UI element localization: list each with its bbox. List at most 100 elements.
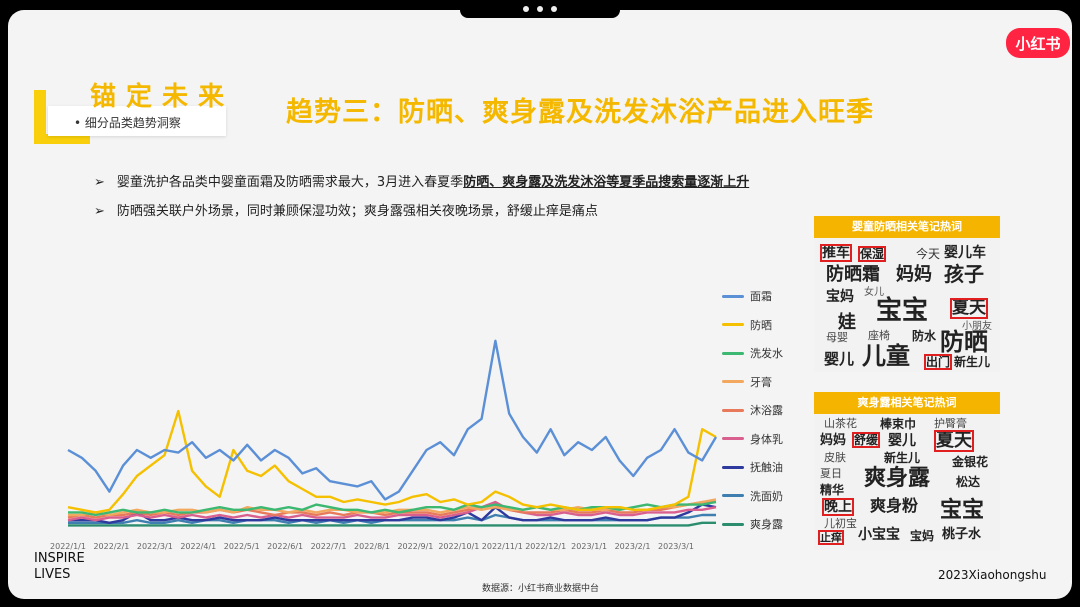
xiaohongshu-logo: 小红书 (1006, 28, 1070, 58)
cloud-word: 孩子 (944, 262, 984, 286)
series-line-爽身露 (68, 521, 716, 527)
cloud-word: 保湿 (857, 246, 887, 262)
cloud-word: 护臀膏 (934, 417, 967, 430)
yellow-corner-bracket (34, 90, 90, 144)
legend-swatch (722, 437, 744, 441)
cloud-word: 金银花 (952, 455, 989, 469)
cloud-word: 儿初宝 (824, 517, 857, 530)
legend-item: 抚触油 (722, 453, 783, 482)
legend-label: 沐浴露 (750, 404, 783, 418)
handle-dot (551, 6, 557, 12)
cloud-word: 婴儿 (888, 433, 916, 449)
cloud-word: 桃子水 (942, 527, 982, 542)
x-tick-label: 2022/10/1 (438, 542, 479, 550)
cloud-word: 皮肤 (824, 451, 846, 464)
legend-label: 洗面奶 (750, 489, 783, 503)
cloud-word: 防晒霜 (826, 264, 880, 285)
cloud-word: 妈妈 (820, 433, 847, 448)
x-tick-label: 2022/3/1 (137, 542, 173, 550)
word-cloud-title: 爽身露相关笔记热词 (814, 392, 1000, 414)
x-tick-label: 2022/8/1 (354, 542, 390, 550)
arrow-icon: ➢ (94, 204, 105, 219)
legend-swatch (722, 522, 744, 526)
x-tick-label: 2022/1/1 (50, 542, 86, 550)
cloud-word: 出门 (923, 354, 953, 370)
cloud-word: 宝妈 (910, 529, 935, 543)
x-tick-label: 2022/7/1 (311, 542, 347, 550)
cloud-word: 山茶花 (824, 417, 857, 430)
cloud-word: 防晒 (940, 328, 988, 356)
x-tick-label: 2023/1/1 (571, 542, 607, 550)
series-line-面霜 (67, 339, 718, 501)
series-line-身体乳 (67, 500, 717, 522)
legend-label: 洗发水 (750, 347, 783, 361)
cloud-word: 女儿 (864, 287, 884, 298)
cloud-word: 爽身粉 (870, 496, 919, 515)
legend-swatch (722, 494, 744, 498)
bullet-text: 防晒强关联户外场景，同时兼顾保湿功效；爽身露强相关夜晚场景，舒缓止痒是痛点 (116, 204, 598, 219)
x-tick-label: 2023/2/1 (615, 542, 651, 550)
cloud-word: 母婴 (826, 331, 848, 344)
cloud-word: 婴儿车 (944, 245, 986, 261)
cloud-word: 夏天 (950, 298, 988, 319)
x-tick-label: 2022/11/1 (482, 542, 523, 550)
cloud-word: 松达 (956, 475, 981, 489)
legend-swatch (722, 408, 744, 412)
cloud-word: 今天 (916, 247, 941, 261)
legend-label: 牙膏 (750, 375, 772, 389)
tagline-line: LIVES (34, 567, 71, 582)
cloud-word: 宝妈 (826, 289, 854, 305)
legend-item: 洗面奶 (722, 482, 783, 511)
legend-item: 洗发水 (722, 339, 783, 368)
word-cloud-sunscreen: 婴童防晒相关笔记热词 推车 保湿 今天 婴儿车 防晒霜 妈妈 孩子 宝妈 女儿 … (814, 216, 1000, 372)
window-handle[interactable] (460, 0, 620, 18)
cloud-word: 宝宝 (940, 498, 985, 523)
legend-item: 防晒 (722, 311, 783, 340)
cloud-word: 防水 (912, 329, 937, 343)
legend-swatch (722, 351, 744, 355)
cloud-word: 座椅 (868, 329, 890, 342)
x-tick-label: 2022/2/1 (93, 542, 129, 550)
legend-item: 面霜 (722, 282, 783, 311)
cloud-word: 小宝宝 (858, 527, 900, 543)
arrow-icon: ➢ (94, 175, 105, 190)
section-subtitle-box (48, 106, 226, 136)
legend-swatch (722, 465, 744, 469)
chart-legend: 面霜防晒洗发水牙膏沐浴露身体乳 抚触油洗面奶爽身露 (722, 282, 783, 539)
x-tick-label: 2023/3/1 (658, 542, 694, 550)
cloud-word: 婴儿 (824, 350, 855, 368)
legend-item: 身体乳 (722, 425, 783, 454)
x-tick-label: 2022/4/1 (180, 542, 216, 550)
legend-swatch (722, 294, 744, 298)
legend-swatch (722, 323, 744, 327)
legend-item: 爽身露 (722, 510, 783, 539)
cloud-word: 妈妈 (896, 264, 932, 285)
cloud-word: 爽身露 (864, 466, 931, 491)
legend-swatch (722, 380, 744, 384)
cloud-word: 夏日 (820, 467, 842, 480)
cloud-word: 儿童 (862, 342, 910, 370)
section-subtitle: • 细分品类趋势洞察 (74, 116, 181, 130)
x-tick-label: 2022/9/1 (397, 542, 433, 550)
legend-item: 牙膏 (722, 368, 783, 397)
cloud-word: 新生儿 (954, 355, 991, 369)
legend-label: 防晒 (750, 318, 772, 332)
cloud-word: 小朋友 (962, 321, 992, 332)
x-tick-label: 2022/12/1 (525, 542, 566, 550)
bullet-point: ➢ 防晒强关联户外场景，同时兼顾保湿功效；爽身露强相关夜晚场景，舒缓止痒是痛点 (94, 200, 598, 219)
bullet-text: 婴童洗护各品类中婴童面霜及防晒需求最大，3月进入春夏季 (116, 175, 464, 190)
cloud-word: 舒缓 (851, 432, 881, 448)
handle-dot (537, 6, 543, 12)
cloud-word: 宝宝 (876, 296, 929, 326)
word-cloud-body-lotion: 爽身露相关笔记热词 山茶花 棒束巾 护臀膏 妈妈 舒缓 婴儿 夏天 皮肤 新生儿… (814, 392, 1000, 550)
tagline: INSPIRE LIVES (34, 551, 85, 583)
cloud-word: 晚上 (822, 498, 854, 516)
word-cloud-title: 婴童防晒相关笔记热词 (814, 216, 1000, 238)
cloud-word: 新生儿 (884, 451, 921, 465)
data-source: 数据源：小红书商业数据中台 (482, 584, 600, 594)
cloud-word: 推车 (820, 244, 852, 262)
bullet-point: ➢ 婴童洗护各品类中婴童面霜及防晒需求最大，3月进入春夏季防晒、爽身露及洗发沐浴等… (94, 171, 749, 190)
trend-line-chart: 2022/1/1 2022/2/1 2022/3/1 2022/4/1 2022/5/1… (50, 339, 718, 550)
tagline-line: INSPIRE (34, 551, 85, 566)
series-line-防晒 (67, 409, 717, 514)
